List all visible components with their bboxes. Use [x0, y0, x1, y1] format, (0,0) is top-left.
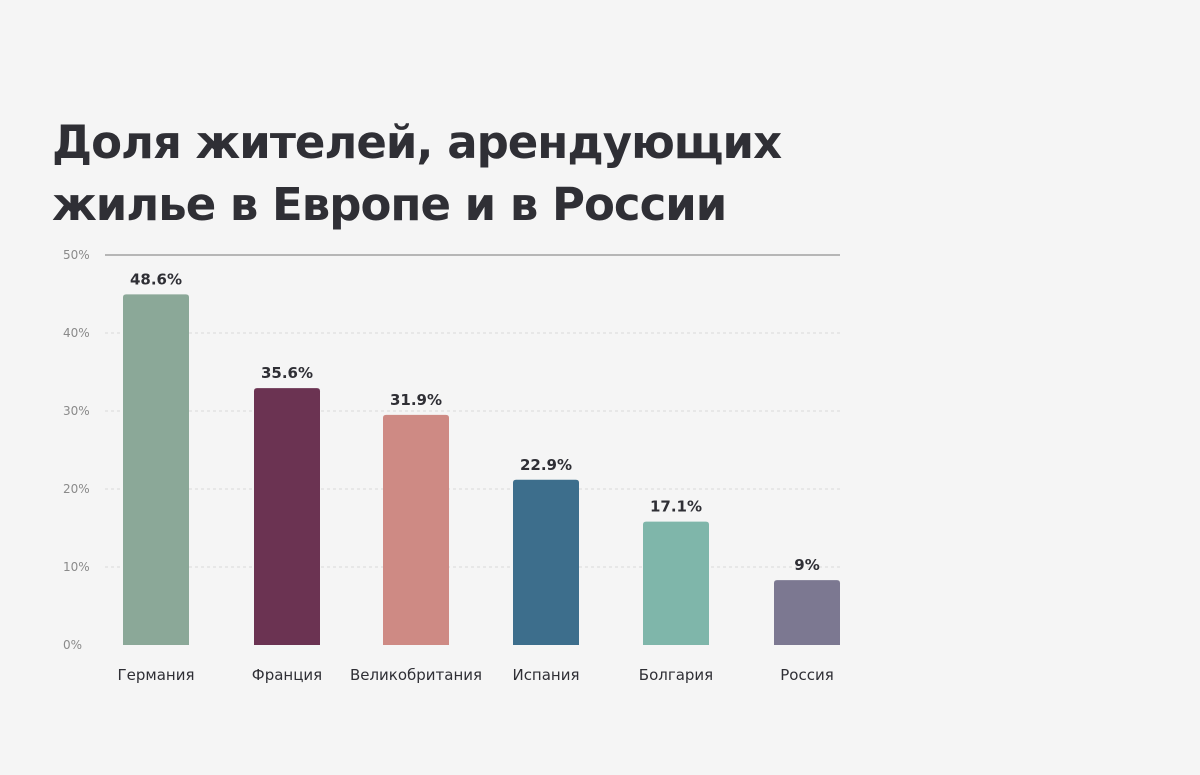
chart-title-line-1: Доля жителей, арендующих	[52, 116, 782, 169]
value-label-1: 35.6%	[261, 364, 313, 382]
y-tick-label-50: 50%	[63, 248, 90, 262]
bar-4	[643, 521, 709, 645]
category-label-0: Германия	[118, 666, 195, 684]
bar-0	[123, 294, 189, 645]
value-label-4: 17.1%	[650, 498, 702, 516]
category-label-3: Испания	[512, 666, 579, 684]
bar-1	[254, 388, 320, 645]
y-tick-label-0: 0%	[63, 638, 82, 652]
value-labels: 48.6% 35.6% 31.9% 22.9% 17.1% 9%	[130, 270, 820, 574]
category-labels: Германия Франция Великобритания Испания Болг…	[118, 666, 834, 684]
value-label-3: 22.9%	[520, 456, 572, 474]
category-label-5: Россия	[780, 666, 834, 684]
y-tick-label-40: 40%	[63, 326, 90, 340]
chart-title-line-2: жилье в Европе и в России	[52, 178, 727, 231]
value-label-0: 48.6%	[130, 270, 182, 288]
value-label-2: 31.9%	[390, 391, 442, 409]
value-label-5: 9%	[794, 556, 819, 574]
category-label-4: Болгария	[639, 666, 713, 684]
bar-3	[513, 479, 579, 645]
chart-title: Доля жителей, арендующих жилье в Европе …	[52, 112, 952, 236]
y-tick-label-20: 20%	[63, 482, 90, 496]
grid-lines	[105, 254, 840, 568]
y-tick-label-10: 10%	[63, 560, 90, 574]
category-label-2: Великобритания	[350, 666, 482, 684]
bar-2	[383, 414, 449, 645]
bars	[123, 294, 840, 645]
y-tick-label-30: 30%	[63, 404, 90, 418]
bar-5	[774, 580, 840, 645]
y-axis-tick-labels: 0% 10% 20% 30% 40% 50%	[63, 248, 90, 652]
category-label-1: Франция	[252, 666, 322, 684]
